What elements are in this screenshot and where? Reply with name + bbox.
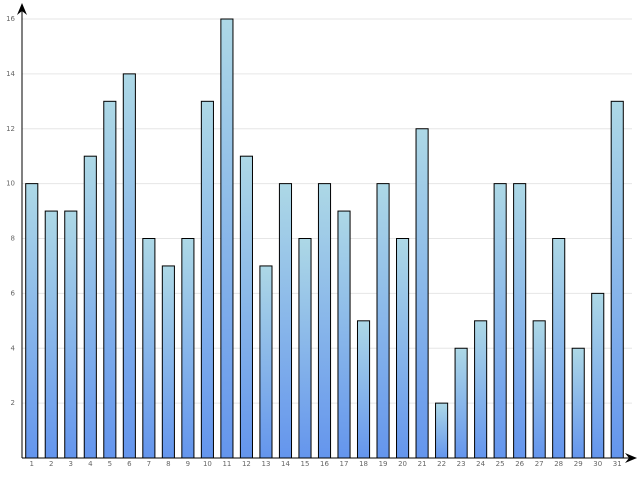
x-tick-label: 12	[242, 460, 251, 468]
x-axis-arrow	[625, 453, 637, 463]
bar-15	[298, 238, 312, 459]
x-tick-label: 7	[147, 460, 151, 468]
y-tick-label: 12	[6, 125, 15, 133]
bar-4	[83, 155, 97, 459]
bar-13	[259, 265, 273, 459]
y-tick-label: 6	[11, 289, 16, 297]
x-tick-label: 21	[418, 460, 427, 468]
x-tick-label: 18	[359, 460, 368, 468]
bar-14	[278, 183, 293, 459]
bar-11	[220, 18, 234, 459]
bar-28	[552, 238, 566, 459]
bar-31	[610, 100, 624, 459]
x-tick-label: 25	[496, 460, 505, 468]
x-tick-label: 15	[301, 460, 310, 468]
bar-2	[44, 210, 58, 459]
x-tick-label: 3	[69, 460, 73, 468]
bar-3	[64, 210, 78, 459]
x-tick-label: 22	[437, 460, 446, 468]
x-tick-labels: 1 2 3 4 5 6 7 8 9 10 11 12 13 14 15 16 17 18 19 20 21 22 23 24 2…	[30, 460, 622, 468]
bar-1	[25, 183, 39, 459]
bar-24	[474, 320, 488, 459]
x-tick-label: 23	[457, 460, 466, 468]
bar-21	[415, 128, 429, 459]
x-tick-label: 27	[535, 460, 544, 468]
x-tick-label: 29	[574, 460, 583, 468]
x-tick-label: 24	[476, 460, 485, 468]
x-tick-label: 13	[261, 460, 270, 468]
y-tick-label: 2	[11, 399, 15, 407]
y-tick-label: 10	[6, 180, 15, 188]
bar-19	[376, 183, 390, 459]
bar-8	[161, 265, 175, 459]
bar-23	[454, 347, 468, 459]
bar-18	[356, 320, 371, 459]
bar-6	[122, 73, 136, 459]
y-tick-label: 16	[6, 15, 15, 23]
bar-30	[591, 292, 605, 459]
bar-16	[317, 183, 332, 459]
x-tick-label: 9	[186, 460, 190, 468]
axes	[17, 3, 637, 463]
bar-9	[181, 238, 195, 459]
x-tick-label: 30	[593, 460, 602, 468]
x-tick-label: 1	[30, 460, 34, 468]
x-tick-label: 14	[281, 460, 290, 468]
x-tick-label: 6	[127, 460, 132, 468]
bar-7	[142, 238, 156, 459]
y-tick-label: 14	[6, 70, 15, 78]
bar-25	[493, 183, 507, 459]
x-tick-label: 2	[49, 460, 53, 468]
bar-27	[532, 320, 546, 459]
bar-22	[435, 402, 449, 459]
y-tick-label: 4	[11, 344, 16, 352]
bar-29	[571, 347, 585, 459]
bar-12	[239, 155, 253, 459]
bar-26	[513, 183, 527, 459]
y-axis-arrow	[17, 3, 27, 15]
bar-10	[200, 100, 214, 459]
bar-17	[337, 210, 351, 459]
x-tick-label: 31	[613, 460, 622, 468]
x-tick-label: 8	[166, 460, 170, 468]
y-tick-label: 8	[11, 235, 15, 243]
x-tick-label: 16	[320, 460, 329, 468]
x-tick-label: 19	[379, 460, 388, 468]
x-tick-label: 26	[515, 460, 524, 468]
x-tick-label: 11	[222, 460, 231, 468]
y-tick-labels: 2 4 6 8 10 12 14 16	[6, 15, 15, 407]
x-tick-label: 4	[88, 460, 93, 468]
x-tick-label: 10	[203, 460, 212, 468]
x-tick-label: 28	[554, 460, 563, 468]
x-tick-label: 17	[340, 460, 349, 468]
bar-5	[103, 100, 117, 459]
bar-20	[396, 238, 410, 459]
x-tick-label: 20	[398, 460, 407, 468]
x-tick-label: 5	[108, 460, 112, 468]
